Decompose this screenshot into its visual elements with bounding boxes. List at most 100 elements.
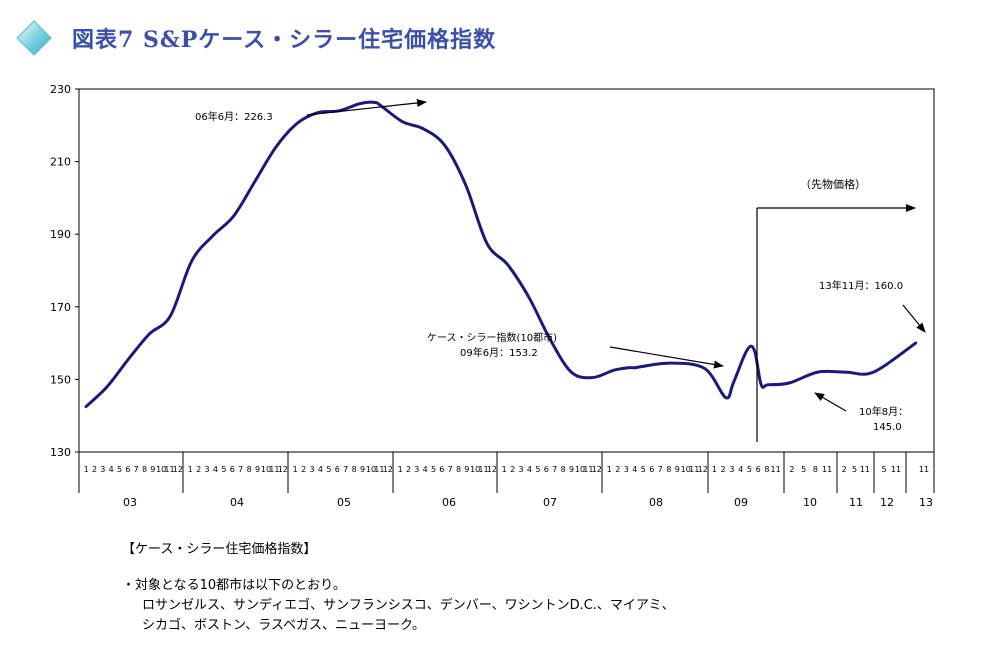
x-month-label: 7 [552, 465, 557, 474]
x-month-label: 11 [891, 465, 901, 474]
page-title: 図表7 S&Pケース・シラー住宅価格指数 [72, 27, 497, 53]
x-year-label: 06 [442, 496, 456, 509]
x-year-label: 13 [919, 496, 933, 509]
x-month-label: 8 [561, 465, 566, 474]
x-month-label: 9 [675, 465, 680, 474]
x-month-label: 4 [527, 465, 532, 474]
x-month-label: 2 [406, 465, 411, 474]
x-month-label: 7 [134, 465, 139, 474]
x-month-label: 5 [641, 465, 646, 474]
x-month-label: 11 [164, 465, 174, 474]
x-year-label: 03 [123, 496, 137, 509]
x-year-label: 08 [649, 496, 663, 509]
x-month-label: 10 [470, 465, 480, 474]
annotation-end: 13年11月：160.0 [819, 279, 903, 292]
x-month-label: 2 [721, 465, 726, 474]
x-month-label: 5 [801, 465, 806, 474]
x-month-label: 9 [150, 465, 155, 474]
x-month-label: 11 [919, 465, 929, 474]
x-month-label: 12 [698, 465, 708, 474]
annotation-peak-arrow [306, 99, 427, 116]
x-month-label: 6 [335, 465, 340, 474]
y-tick-label: 150 [50, 373, 71, 386]
annotation-cs-arrow [609, 346, 724, 369]
x-month-label: 12 [487, 465, 497, 474]
x-month-label: 5 [326, 465, 331, 474]
x-month-label: 11 [822, 465, 832, 474]
x-month-label: 3 [309, 465, 314, 474]
x-month-label: 4 [632, 465, 637, 474]
x-month-label: 6 [439, 465, 444, 474]
x-month-label: 12 [173, 465, 183, 474]
x-month-label: 10 [681, 465, 691, 474]
x-month-label: 9 [464, 465, 469, 474]
x-month-label: 6 [756, 465, 761, 474]
x-month-label: 10 [366, 465, 376, 474]
plot-area-frame [78, 88, 935, 453]
x-month-label: 5 [221, 465, 226, 474]
x-month-label: 11 [860, 465, 870, 474]
x-month-label: 1 [293, 465, 298, 474]
x-month-label: 4 [109, 465, 114, 474]
x-month-label: 3 [100, 465, 105, 474]
x-month-label: 6 [125, 465, 130, 474]
x-month-label: 12 [278, 465, 288, 474]
annotation-peak: 06年6月：226.3 [195, 110, 273, 123]
series-line-futures [633, 341, 918, 400]
x-month-label: 3 [624, 465, 629, 474]
x-year-label: 11 [849, 496, 863, 509]
x-month-label: 8 [142, 465, 147, 474]
x-year-label: 04 [230, 496, 244, 509]
x-month-label: 7 [238, 465, 243, 474]
x-month-label: 2 [510, 465, 515, 474]
y-tick-label: 210 [50, 156, 71, 169]
x-month-label: 5 [535, 465, 540, 474]
x-year-label: 12 [880, 496, 894, 509]
annotation-min-line1: 10年8月： [859, 405, 908, 418]
x-month-label: 7 [448, 465, 453, 474]
x-month-label: 7 [658, 465, 663, 474]
x-month-label: 6 [649, 465, 654, 474]
x-month-label: 6 [230, 465, 235, 474]
y-tick-label: 170 [50, 301, 71, 314]
y-tick-label: 230 [50, 83, 71, 96]
x-month-label: 2 [789, 465, 794, 474]
x-month-label: 8 [456, 465, 461, 474]
notes-cities-line2: シカゴ、ボストン、ラスベガス、ニューヨーク。 [142, 618, 426, 633]
x-year-label: 09 [734, 496, 748, 509]
x-month-label: 4 [738, 465, 743, 474]
series-line-case-shiller [84, 100, 637, 409]
x-month-label: 2 [196, 465, 201, 474]
x-month-label: 6 [544, 465, 549, 474]
x-month-label: 5 [881, 465, 886, 474]
x-month-label: 9 [569, 465, 574, 474]
x-month-label: 3 [414, 465, 419, 474]
x-month-label: 4 [213, 465, 218, 474]
x-month-label: 1 [188, 465, 193, 474]
x-month-label: 8 [813, 465, 818, 474]
x-month-label: 9 [255, 465, 260, 474]
x-month-label: 7 [343, 465, 348, 474]
x-year-label: 05 [337, 496, 351, 509]
x-month-label: 9 [360, 465, 365, 474]
x-month-label: 3 [204, 465, 209, 474]
notes-cities-line1: ロサンゼルス、サンディエゴ、サンフランシスコ、デンバー、ワシントンD.C.、マイ… [142, 598, 675, 613]
x-month-label: 4 [318, 465, 323, 474]
diamond-icon [16, 20, 52, 56]
x-month-label: 3 [518, 465, 523, 474]
x-month-label: 11 [689, 465, 699, 474]
annotation-cs-line1: ケース・シラー指数(10都市) [427, 331, 557, 344]
annotation-futures: （先物価格） [800, 177, 866, 191]
notes-heading: 【ケース・シラー住宅価格指数】 [122, 542, 317, 557]
x-year-label: 07 [543, 496, 557, 509]
x-month-label: 1 [712, 465, 717, 474]
x-month-label: 5 [747, 465, 752, 474]
x-month-label: 12 [383, 465, 393, 474]
x-month-label: 1 [398, 465, 403, 474]
x-month-label: 8 [247, 465, 252, 474]
x-month-label: 5 [117, 465, 122, 474]
x-month-label: 2 [615, 465, 620, 474]
x-month-label: 3 [729, 465, 734, 474]
x-month-label: 11 [583, 465, 593, 474]
